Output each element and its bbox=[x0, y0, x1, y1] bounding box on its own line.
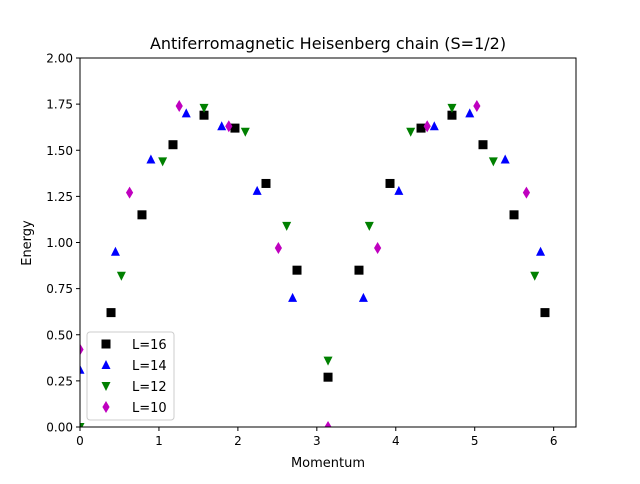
diamond-marker-icon bbox=[374, 242, 382, 255]
diamond-marker-icon bbox=[423, 120, 431, 133]
y-tick-label: 1.75 bbox=[46, 98, 73, 112]
square-marker-icon bbox=[292, 265, 302, 275]
triangle-down-marker-icon bbox=[364, 221, 374, 231]
triangle-down-marker-icon bbox=[282, 221, 292, 231]
legend-item-l14: L=14 bbox=[101, 359, 167, 374]
triangle-down-marker-icon bbox=[199, 103, 209, 113]
square-marker-icon bbox=[385, 178, 395, 188]
triangle-up-marker-icon bbox=[181, 108, 191, 118]
triangle-up-marker-icon bbox=[394, 185, 404, 195]
triangle-up-legend-icon bbox=[101, 360, 111, 369]
triangle-up-marker-icon bbox=[500, 154, 510, 164]
diamond-marker-icon bbox=[225, 120, 233, 133]
y-tick-label: 0.25 bbox=[46, 374, 73, 388]
diamond-marker-icon bbox=[324, 421, 332, 427]
series-l12 bbox=[80, 103, 540, 427]
x-tick-label: 3 bbox=[313, 434, 321, 448]
x-tick-label: 2 bbox=[234, 434, 242, 448]
triangle-down-marker-icon bbox=[406, 127, 416, 137]
triangle-down-marker-icon bbox=[323, 356, 333, 366]
legend-box bbox=[86, 331, 175, 421]
square-marker-icon bbox=[354, 265, 364, 275]
y-tick-label: 1.00 bbox=[46, 236, 73, 250]
y-tick-label: 2.00 bbox=[46, 52, 73, 66]
square-marker-icon bbox=[540, 308, 550, 318]
triangle-up-marker-icon bbox=[536, 246, 546, 256]
triangle-up-marker-icon bbox=[80, 364, 85, 374]
square-marker-icon bbox=[168, 140, 178, 150]
series-l14 bbox=[80, 108, 546, 374]
triangle-down-marker-icon bbox=[80, 423, 85, 427]
square-marker-icon bbox=[478, 140, 488, 150]
square-marker-icon bbox=[199, 110, 209, 120]
diamond-marker-icon bbox=[522, 186, 531, 199]
y-axis-ticks: 0.00 0.25 0.50 0.75 1.00 1.25 1.50 1.75 2.00 bbox=[46, 52, 80, 435]
square-marker-icon bbox=[416, 123, 426, 133]
diamond-legend-icon bbox=[102, 401, 110, 413]
triangle-down-marker-icon bbox=[447, 103, 457, 113]
legend-label: L=10 bbox=[132, 401, 167, 416]
y-tick-label: 0.75 bbox=[46, 282, 73, 296]
plot-area bbox=[79, 57, 577, 428]
triangle-up-marker-icon bbox=[252, 185, 262, 195]
diamond-marker-icon bbox=[125, 186, 134, 199]
triangle-up-marker-icon bbox=[429, 121, 439, 131]
x-tick-label: 4 bbox=[392, 434, 400, 448]
data-points bbox=[80, 99, 550, 427]
triangle-up-marker-icon bbox=[465, 108, 475, 118]
y-tick-label: 1.50 bbox=[46, 144, 73, 158]
square-marker-icon bbox=[509, 210, 519, 220]
x-axis-label: Momentum bbox=[291, 456, 365, 471]
triangle-down-legend-icon bbox=[101, 382, 111, 391]
triangle-up-marker-icon bbox=[110, 246, 120, 256]
y-tick-label: 1.25 bbox=[46, 190, 73, 204]
x-tick-label: 6 bbox=[550, 434, 558, 448]
diamond-marker-icon bbox=[274, 242, 282, 255]
legend-item-l10: L=10 bbox=[102, 401, 167, 416]
diamond-marker-icon bbox=[175, 99, 183, 112]
triangle-down-marker-icon bbox=[240, 127, 250, 137]
diamond-marker-icon bbox=[473, 99, 481, 112]
series-l10 bbox=[80, 99, 531, 427]
square-legend-icon bbox=[101, 339, 111, 349]
chart-title: Antiferromagnetic Heisenberg chain (S=1/… bbox=[150, 34, 506, 53]
triangle-down-marker-icon bbox=[488, 157, 498, 167]
legend-label: L=16 bbox=[132, 338, 167, 353]
square-marker-icon bbox=[106, 308, 116, 318]
square-marker-icon bbox=[447, 110, 457, 120]
triangle-up-marker-icon bbox=[217, 121, 227, 131]
square-marker-icon bbox=[323, 372, 333, 382]
x-axis-ticks: 0 1 2 3 4 5 6 bbox=[76, 427, 557, 448]
x-tick-label: 1 bbox=[155, 434, 163, 448]
x-tick-label: 5 bbox=[471, 434, 479, 448]
legend-label: L=12 bbox=[132, 380, 167, 395]
legend-label: L=14 bbox=[132, 359, 167, 374]
y-tick-label: 0.50 bbox=[46, 328, 73, 342]
triangle-up-marker-icon bbox=[358, 292, 368, 302]
square-marker-icon bbox=[230, 123, 240, 133]
diamond-marker-icon bbox=[80, 343, 84, 356]
legend-item-l16: L=16 bbox=[101, 338, 167, 353]
legend-item-l12: L=12 bbox=[101, 380, 167, 395]
y-tick-label: 0.00 bbox=[46, 421, 73, 435]
triangle-down-marker-icon bbox=[158, 157, 168, 167]
series-l16 bbox=[106, 110, 550, 382]
triangle-up-marker-icon bbox=[288, 292, 298, 302]
square-marker-icon bbox=[137, 210, 147, 220]
legend: L=16 L=14 L=12 L=10 bbox=[86, 331, 175, 421]
square-marker-icon bbox=[261, 178, 271, 188]
triangle-up-marker-icon bbox=[146, 154, 156, 164]
x-tick-label: 0 bbox=[76, 434, 84, 448]
y-axis-label: Energy bbox=[20, 220, 35, 266]
triangle-down-marker-icon bbox=[116, 271, 126, 281]
triangle-down-marker-icon bbox=[530, 271, 540, 281]
